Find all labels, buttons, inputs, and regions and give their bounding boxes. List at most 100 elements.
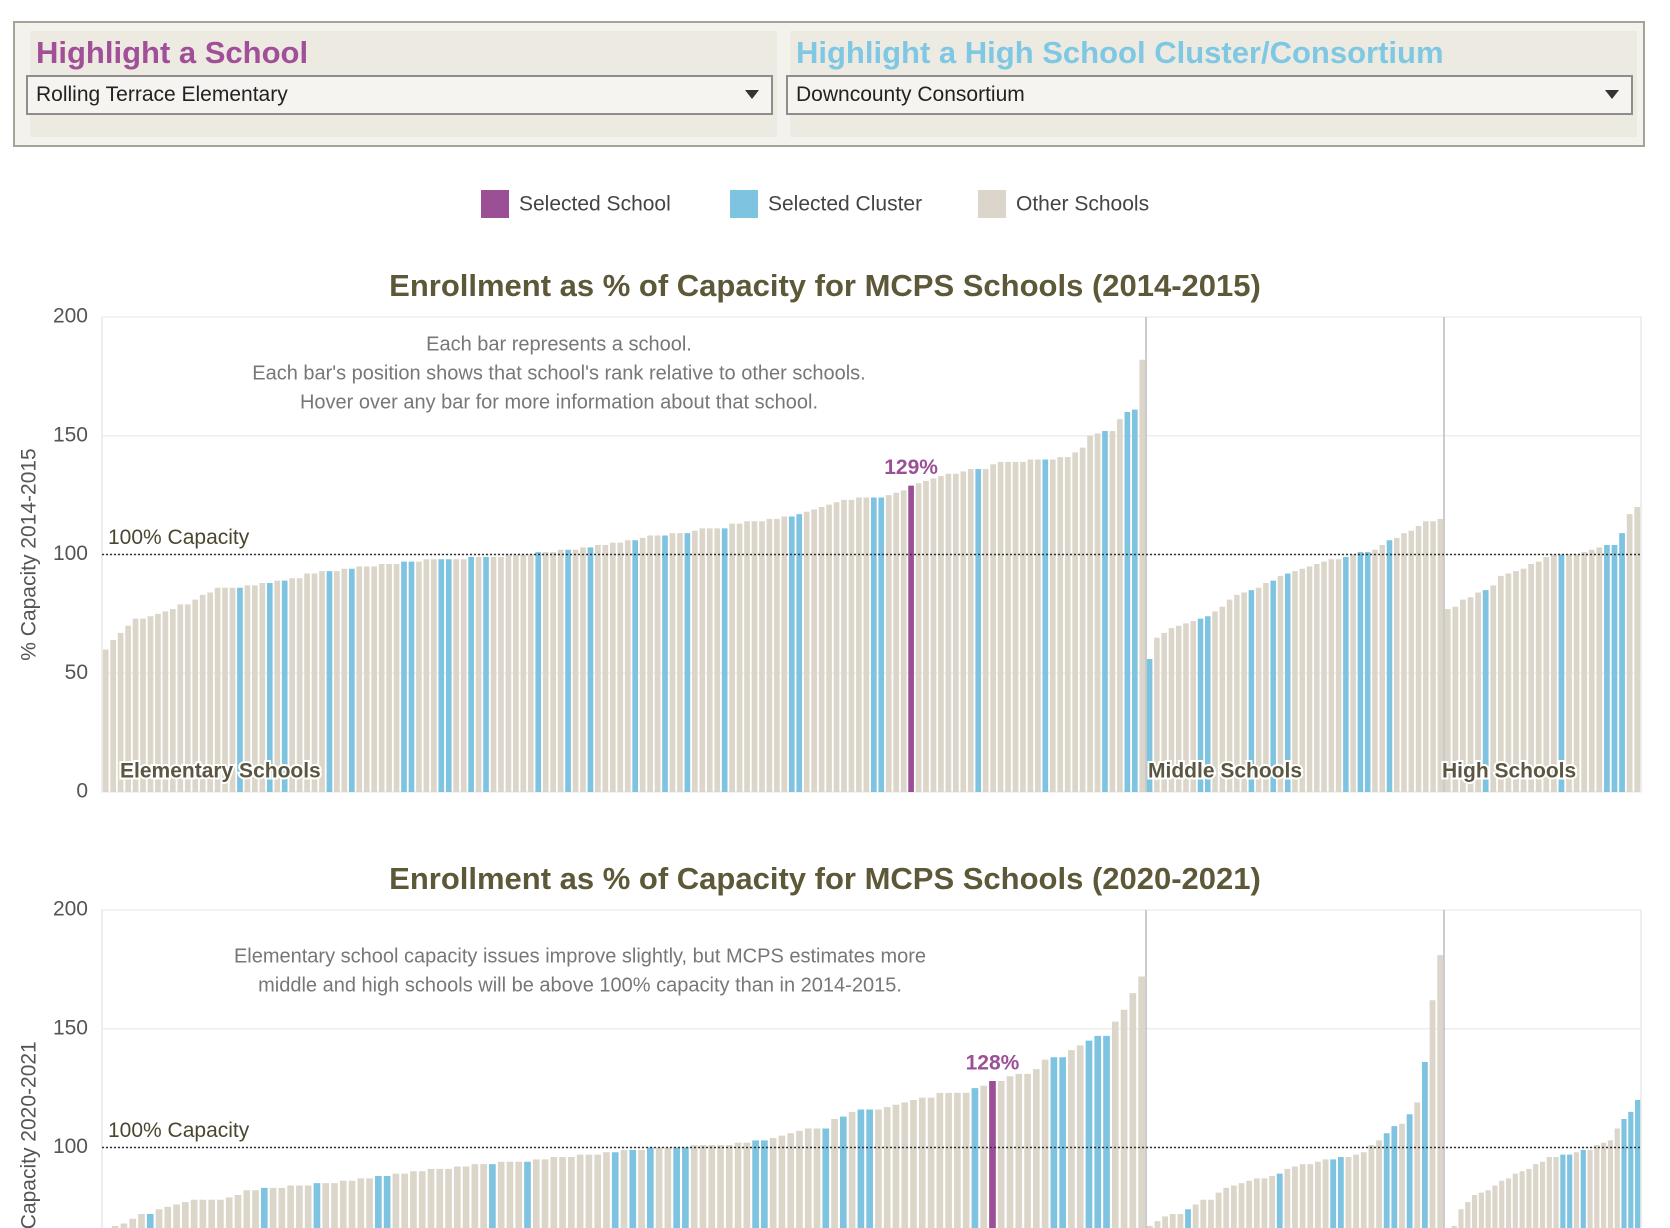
bar (1185, 1209, 1191, 1228)
bar (557, 549, 564, 792)
bar (892, 1104, 900, 1228)
bar (856, 497, 862, 792)
bar (1601, 1142, 1607, 1228)
bar (1587, 1149, 1593, 1228)
bar (595, 545, 601, 792)
bar (1386, 540, 1393, 792)
bar (532, 1159, 540, 1228)
dropdown-arrow (1605, 90, 1619, 99)
bar (1079, 447, 1086, 792)
bar (1485, 1190, 1491, 1228)
bar (910, 1100, 917, 1228)
bar (348, 1180, 356, 1228)
bar (1124, 412, 1131, 792)
bar (146, 1214, 154, 1228)
bar (1292, 1166, 1298, 1228)
bar (1146, 1225, 1153, 1228)
bar (1573, 554, 1580, 792)
bar (363, 566, 370, 792)
bar (462, 1166, 470, 1228)
bar (296, 578, 303, 792)
bar (673, 1147, 680, 1228)
bar (1379, 545, 1385, 792)
legend-swatch (730, 190, 758, 218)
bar (520, 554, 527, 792)
bar (125, 625, 131, 792)
bar (1033, 1069, 1040, 1228)
bar (289, 578, 295, 792)
bar (1364, 552, 1371, 792)
bar (1458, 1209, 1464, 1228)
bar (1284, 1168, 1291, 1228)
bar (1546, 1157, 1552, 1228)
bar (1169, 1214, 1176, 1228)
school-dropdown[interactable]: Rolling Terrace Elementary (26, 75, 773, 115)
bar (418, 1171, 426, 1228)
bar (480, 1164, 487, 1228)
bar (1401, 533, 1407, 792)
bar (550, 1157, 558, 1228)
bar (1350, 554, 1356, 792)
bar (629, 1149, 637, 1228)
bar (190, 1199, 198, 1228)
bar (427, 1168, 435, 1228)
cluster-dropdown[interactable]: Downcounty Consortium (786, 75, 1633, 115)
bar (244, 585, 251, 792)
bar (863, 497, 870, 792)
bar (617, 542, 624, 792)
bar (515, 1161, 523, 1228)
bar (936, 1092, 944, 1228)
bar (954, 1092, 961, 1228)
bar (1276, 1173, 1283, 1228)
bar (1393, 537, 1400, 792)
bar (1383, 1133, 1390, 1228)
bar (831, 1119, 838, 1228)
bar (1423, 521, 1429, 792)
bar (796, 514, 803, 792)
bar (684, 533, 691, 792)
bar (1478, 1192, 1484, 1228)
bar (1261, 1178, 1268, 1228)
bar (208, 1199, 215, 1228)
bar (322, 1183, 330, 1228)
bar (1219, 606, 1226, 792)
bar (1177, 1214, 1184, 1228)
bar (761, 1140, 768, 1228)
bar (708, 1145, 716, 1228)
bar (138, 1214, 145, 1228)
bar (1558, 554, 1565, 792)
bar (677, 533, 683, 792)
bar (393, 564, 400, 792)
bar (804, 1128, 812, 1228)
y-tick-label: 0 (76, 780, 88, 803)
bar (580, 547, 586, 792)
bar (535, 552, 542, 792)
chart-title: Enrollment as % of Capacity for MCPS Sch… (389, 268, 1261, 303)
bar (766, 518, 773, 792)
bar (803, 511, 810, 792)
bar (401, 561, 407, 792)
bar (1102, 431, 1108, 792)
bar (1406, 1114, 1413, 1228)
bar (725, 1145, 733, 1228)
bar (1212, 611, 1218, 792)
bar (497, 1161, 505, 1228)
bar (155, 1209, 163, 1228)
cluster-control: Highlight a High School Cluster/Consorti… (786, 31, 1637, 137)
bar (982, 469, 989, 792)
bar (1465, 1202, 1471, 1228)
bar (1208, 1199, 1214, 1228)
bar (164, 1206, 172, 1228)
bar (1452, 606, 1459, 792)
bar (1111, 1021, 1119, 1228)
bar (524, 1161, 531, 1228)
bar (646, 1147, 654, 1228)
annotation: Each bar's position shows that school's … (252, 362, 866, 384)
bar (870, 497, 877, 792)
value-label: 129% (884, 456, 938, 479)
bar (1596, 547, 1603, 792)
dropdown-value: Downcounty Consortium (796, 83, 1025, 106)
bar (207, 592, 213, 792)
bar (639, 537, 646, 792)
bar (962, 1092, 970, 1228)
